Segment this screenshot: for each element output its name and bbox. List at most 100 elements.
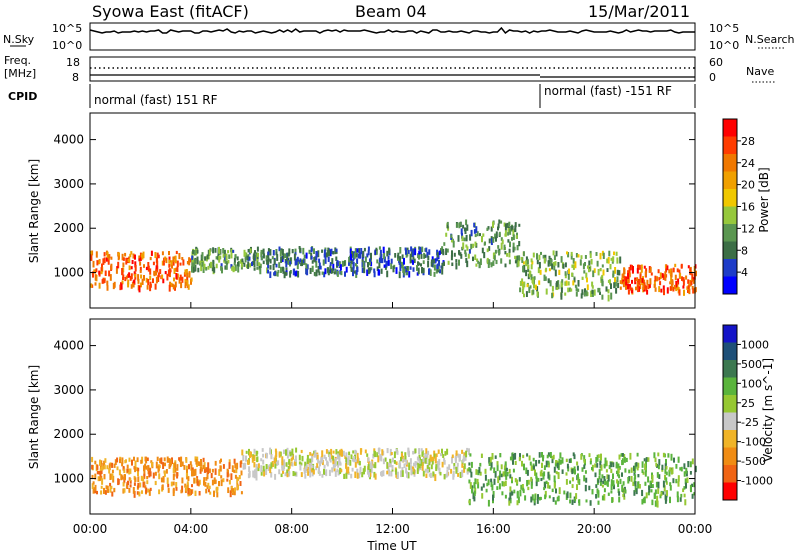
power-echo-cell [149, 285, 152, 292]
power-echo-cell [423, 252, 426, 259]
velocity-echo-cell [641, 469, 644, 474]
velocity-echo-cell [492, 491, 495, 498]
velocity-echo-cell [468, 462, 471, 466]
power-echo-cell [430, 259, 433, 263]
velocity-echo-cell [185, 465, 188, 471]
velocity-echo-cell [180, 489, 183, 494]
power-echo-cell [488, 259, 491, 265]
x-tick-label: 00:00 [678, 522, 713, 536]
velocity-echo-cell [603, 488, 606, 493]
power-echo-cell [409, 253, 412, 261]
power-echo-cell [658, 277, 661, 281]
power-echo-cell [353, 270, 356, 274]
power-echo-cell [143, 264, 145, 268]
velocity-echo-cell [635, 488, 638, 495]
power-echo-cell [567, 287, 570, 293]
power-echo-cell [574, 261, 577, 269]
velocity-echo-cell [597, 491, 600, 498]
velocity-echo-cell [540, 469, 543, 477]
velocity-colorbar-label: Velocity [m s^-1] [761, 358, 775, 462]
velocity-echo-cell [476, 478, 479, 485]
power-echo-cell [327, 256, 330, 262]
power-echo-cell [654, 287, 657, 292]
velocity-echo-cell [584, 484, 587, 492]
velocity-echo-cell [330, 448, 333, 456]
velocity-echo-cell [680, 493, 683, 498]
power-echo-cell [247, 261, 250, 266]
velocity-echo-cell [300, 449, 303, 454]
velocity-echo-cell [595, 457, 598, 463]
power-echo-cell [536, 291, 539, 297]
velocity-echo-cell [358, 473, 361, 479]
power-colorbar-cell [723, 189, 737, 207]
power-echo-cell [344, 271, 346, 277]
power-echo-cell [310, 246, 313, 253]
velocity-echo-cell [145, 487, 148, 494]
velocity-echo-cell [281, 466, 284, 471]
power-echo-cell [425, 247, 428, 253]
velocity-echo-cell [94, 473, 97, 480]
velocity-echo-cell [661, 464, 664, 470]
power-echo-cell [227, 259, 230, 264]
power-echo-cell [575, 253, 578, 258]
velocity-echo-cell [441, 461, 444, 468]
velocity-echo-cell [152, 472, 155, 479]
velocity-colorbar-cell [723, 465, 737, 483]
power-echo-cell [212, 247, 215, 254]
power-echo-cell [536, 253, 538, 260]
velocity-echo-cell [193, 477, 196, 484]
velocity-echo-cell [358, 460, 361, 466]
power-echo-cell [508, 248, 511, 253]
velocity-echo-cell [172, 468, 175, 474]
velocity-echo-cell [326, 460, 329, 466]
velocity-echo-cell [174, 462, 177, 469]
power-echo-cell [628, 267, 631, 274]
velocity-echo-cell [147, 488, 150, 493]
velocity-echo-cell [662, 452, 665, 458]
power-echo-cell [628, 272, 631, 278]
power-echo-cell [640, 264, 643, 269]
velocity-echo-cell [146, 476, 149, 480]
power-echo-cell [103, 278, 106, 283]
velocity-echo-cell [186, 474, 189, 480]
power-echo-cell [121, 253, 124, 261]
velocity-echo-cell [345, 452, 348, 458]
power-echo-cell [456, 223, 459, 228]
velocity-echo-cell [577, 473, 579, 479]
velocity-echo-cell [641, 489, 644, 497]
power-echo-cell [277, 269, 280, 274]
power-echo-cell [358, 248, 361, 253]
velocity-echo-cell [428, 473, 431, 477]
velocity-echo-cell [267, 465, 270, 471]
power-echo-cell [519, 280, 522, 287]
power-echo-cell [452, 240, 455, 248]
velocity-echo-cell [431, 460, 434, 465]
velocity-echo-cell [158, 473, 161, 480]
velocity-echo-cell [552, 454, 555, 460]
power-echo-cell [197, 267, 200, 273]
velocity-echo-cell [533, 499, 536, 503]
velocity-echo-cell [429, 454, 432, 462]
power-echo-cell [152, 261, 155, 266]
velocity-echo-cell [565, 458, 568, 463]
velocity-echo-cell [194, 468, 197, 476]
velocity-echo-cell [412, 450, 415, 455]
power-echo-cell [186, 261, 189, 265]
velocity-ytick-label: 1000 [53, 472, 84, 486]
velocity-echo-cell [220, 475, 223, 479]
velocity-echo-cell [637, 474, 640, 478]
power-echo-cell [683, 289, 685, 296]
velocity-echo-cell [536, 498, 539, 504]
velocity-echo-cell [509, 492, 512, 499]
power-echo-cell [522, 265, 525, 273]
velocity-echo-cell [172, 462, 175, 469]
velocity-echo-cell [134, 460, 137, 468]
velocity-echo-cell [393, 460, 396, 464]
power-echo-cell [424, 254, 427, 258]
power-echo-cell [691, 278, 693, 282]
velocity-echo-cell [651, 499, 654, 506]
velocity-echo-cell [516, 500, 519, 506]
velocity-echo-cell [493, 467, 496, 474]
velocity-echo-cell [369, 471, 372, 477]
